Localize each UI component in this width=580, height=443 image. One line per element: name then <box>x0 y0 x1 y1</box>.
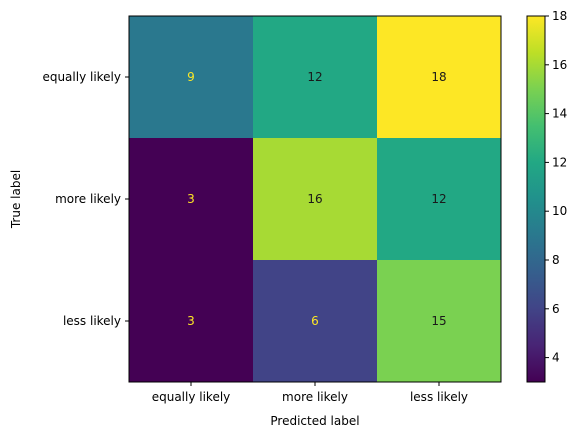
heatmap-cell <box>377 16 502 139</box>
cell-value-label: 3 <box>187 192 195 206</box>
cell-value-label: 6 <box>311 314 319 328</box>
cell-value-label: 16 <box>307 192 322 206</box>
heatmap-cell <box>129 138 254 261</box>
y-axis-label: True label <box>9 170 23 229</box>
colorbar-tick-label: 8 <box>552 253 560 267</box>
y-tick-label: equally likely <box>42 70 121 84</box>
x-axis-label: Predicted label <box>270 414 359 428</box>
colorbar-tick-label: 10 <box>552 204 567 218</box>
colorbar-tick-label: 18 <box>552 9 567 23</box>
heatmap-cell <box>377 138 502 261</box>
colorbar-ticks: 4 6 8 10 12 14 16 18 <box>545 9 567 365</box>
cell-value-label: 3 <box>187 314 195 328</box>
y-tick-label: more likely <box>55 192 121 206</box>
cell-value-labels: 9 12 18 3 16 12 3 6 15 <box>187 70 446 328</box>
y-axis-ticks: equally likely more likely less likely <box>42 70 129 328</box>
heatmap-cell <box>253 138 378 261</box>
colorbar-tick-label: 16 <box>552 58 567 72</box>
colorbar-tick-label: 14 <box>552 107 567 121</box>
heatmap-cell <box>129 16 254 139</box>
colorbar <box>526 15 546 383</box>
x-tick-label: more likely <box>282 390 348 404</box>
colorbar-tick-label: 4 <box>552 351 560 365</box>
x-axis-ticks: equally likely more likely less likely <box>152 382 468 404</box>
colorbar-tick-label: 6 <box>552 302 560 316</box>
heatmap-cells <box>129 16 502 383</box>
colorbar-tick-label: 12 <box>552 155 567 169</box>
x-tick-label: equally likely <box>152 390 231 404</box>
cell-value-label: 12 <box>431 192 446 206</box>
heatmap-cell <box>253 260 378 383</box>
y-tick-label: less likely <box>63 314 121 328</box>
cell-value-label: 12 <box>307 70 322 84</box>
cell-value-label: 9 <box>187 70 195 84</box>
x-tick-label: less likely <box>410 390 468 404</box>
cell-value-label: 18 <box>431 70 446 84</box>
heatmap-cell <box>377 260 502 383</box>
cell-value-label: 15 <box>431 314 446 328</box>
heatmap-cell <box>253 16 378 139</box>
heatmap-cell <box>129 260 254 383</box>
